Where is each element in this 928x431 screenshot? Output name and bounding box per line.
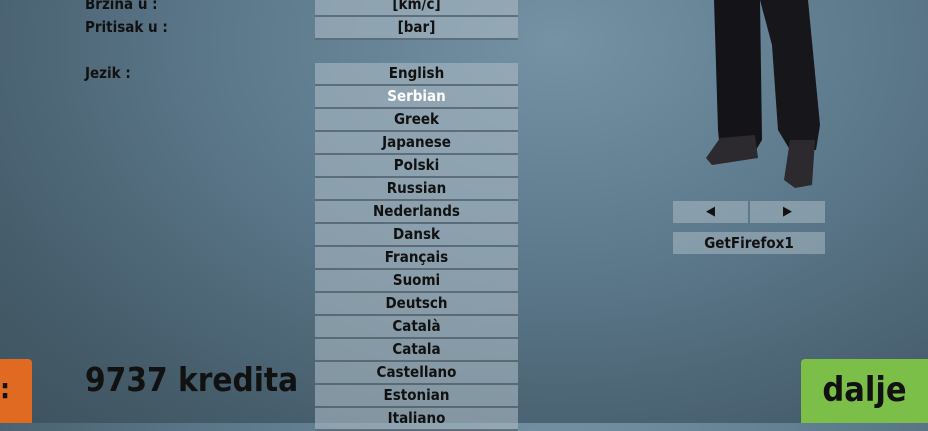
language-option[interactable]: Estonian bbox=[315, 385, 518, 408]
language-option[interactable]: Catala bbox=[315, 339, 518, 362]
credits-display: 9737 kredita bbox=[85, 360, 299, 399]
speed-label: Brzina u : bbox=[85, 0, 158, 13]
language-option[interactable]: English bbox=[315, 63, 518, 86]
character-preview bbox=[706, 0, 820, 188]
language-option[interactable]: Serbian bbox=[315, 86, 518, 109]
language-label: Jezik : bbox=[85, 64, 131, 82]
next-character-button[interactable]: ▶ bbox=[750, 201, 825, 223]
language-option[interactable]: Castellano bbox=[315, 362, 518, 385]
language-option[interactable]: Greek bbox=[315, 109, 518, 132]
language-option[interactable]: Russian bbox=[315, 178, 518, 201]
language-option[interactable]: Français bbox=[315, 247, 518, 270]
next-button[interactable]: dalje bbox=[801, 359, 928, 423]
character-name[interactable]: GetFirefox1 bbox=[673, 232, 825, 254]
prev-character-button[interactable]: ◀ bbox=[673, 201, 748, 223]
back-button[interactable]: : bbox=[0, 359, 32, 423]
language-option[interactable]: Dansk bbox=[315, 224, 518, 247]
language-option[interactable]: Nederlands bbox=[315, 201, 518, 224]
language-option[interactable]: Japanese bbox=[315, 132, 518, 155]
language-option[interactable]: Català bbox=[315, 316, 518, 339]
language-option[interactable]: Deutsch bbox=[315, 293, 518, 316]
pressure-label: Pritisak u : bbox=[85, 18, 168, 36]
language-option[interactable]: Italiano bbox=[315, 408, 518, 431]
language-option[interactable]: Polski bbox=[315, 155, 518, 178]
pressure-unit-button[interactable]: [bar] bbox=[315, 17, 518, 40]
speed-unit-button[interactable]: [km/c] bbox=[315, 0, 518, 17]
language-option[interactable]: Suomi bbox=[315, 270, 518, 293]
